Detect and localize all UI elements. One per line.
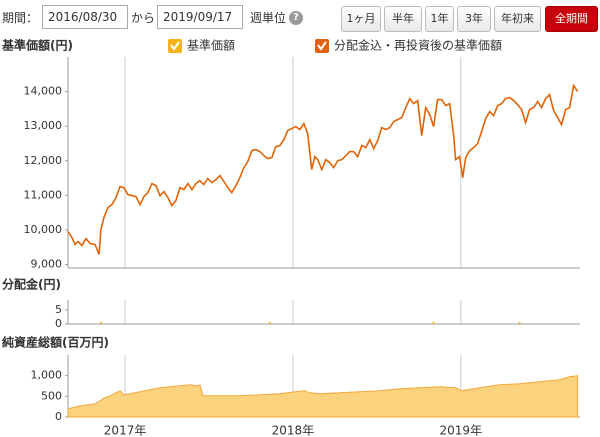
help-icon[interactable]: ? xyxy=(289,11,303,25)
legend-check xyxy=(170,41,180,51)
y-tick-label: 14,000 xyxy=(24,85,63,98)
range-button[interactable]: 全期間 xyxy=(545,6,598,32)
legend-label: 基準価額 xyxy=(187,38,235,53)
x-tick-label: 2017年 xyxy=(104,424,147,437)
bar xyxy=(518,322,521,324)
range-button[interactable]: 半年 xyxy=(384,6,422,32)
x-tick-label: 2018年 xyxy=(272,424,315,437)
line xyxy=(67,83,579,255)
area xyxy=(67,375,579,418)
range-button[interactable]: 1年 xyxy=(425,6,454,32)
y-tick-label: 0 xyxy=(55,317,62,330)
y-tick-label: 0 xyxy=(55,410,62,423)
y-tick-label: 500 xyxy=(41,389,62,402)
range-button[interactable]: 年初来 xyxy=(494,6,541,32)
y-tick-label: 12,000 xyxy=(24,154,63,167)
x-tick-label: 2019年 xyxy=(440,424,483,437)
y-tick-label: 10,000 xyxy=(24,223,63,236)
y-tick-label: 11,000 xyxy=(24,188,63,201)
range-button[interactable]: 1ヶ月 xyxy=(341,6,381,32)
chart-title: 基準価額(円) xyxy=(1,38,73,53)
chart-title: 純資産総額(百万円) xyxy=(2,335,109,350)
from-to: から xyxy=(131,11,156,25)
legend-check xyxy=(317,41,327,51)
unit: 週単位 xyxy=(250,11,287,25)
bar xyxy=(432,322,435,324)
bar xyxy=(99,322,102,324)
legend-label: 分配金込・再投資後の基準価額 xyxy=(334,38,502,53)
y-tick-label: 13,000 xyxy=(24,119,63,132)
bar xyxy=(268,322,271,324)
y-tick-label: 1,000 xyxy=(31,369,63,382)
line xyxy=(67,83,579,255)
period-label: 期間： xyxy=(2,11,39,25)
y-tick-label: 9,000 xyxy=(31,258,63,271)
to-date[interactable]: 2019/09/17 xyxy=(157,5,243,29)
chart-title: 分配金(円) xyxy=(2,277,61,292)
range-button[interactable]: 3年 xyxy=(457,6,491,32)
y-tick-label: 5 xyxy=(55,303,62,316)
from-date[interactable]: 2016/08/30 xyxy=(42,5,128,29)
